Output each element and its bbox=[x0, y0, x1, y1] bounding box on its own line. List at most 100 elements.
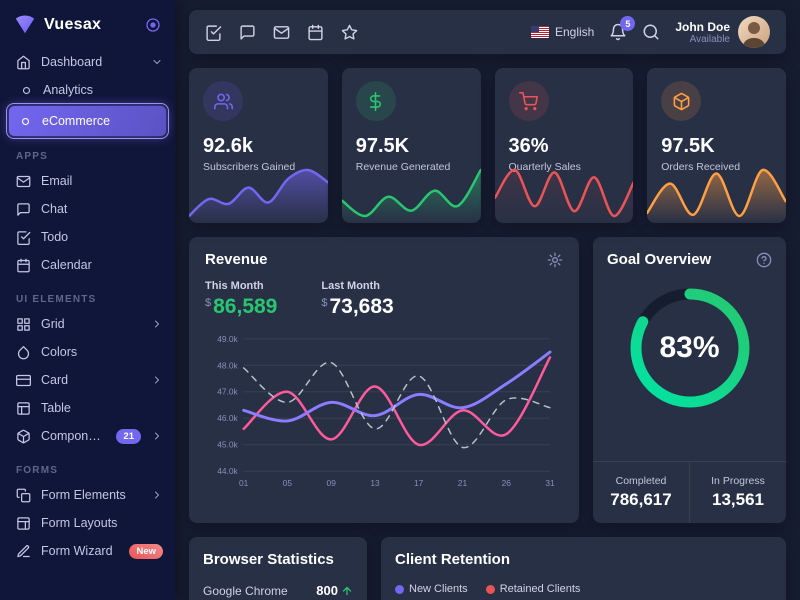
copy-icon bbox=[16, 488, 31, 502]
dollar-icon bbox=[355, 81, 396, 121]
last-month-label: Last Month bbox=[321, 280, 381, 292]
goal-donut-chart: 83% bbox=[626, 284, 754, 412]
arrow-up-icon bbox=[342, 586, 352, 595]
user-menu[interactable]: John Doe Available bbox=[675, 16, 770, 48]
sidebar-item-chat[interactable]: Chat bbox=[0, 195, 175, 223]
client-retention-title: Client Retention bbox=[395, 551, 510, 568]
sidebar-item-calendar[interactable]: Calendar bbox=[0, 251, 175, 279]
revenue-amounts: This Month $86,589 Last Month $73,683 bbox=[205, 280, 563, 319]
svg-text:05: 05 bbox=[283, 478, 293, 488]
legend-dot bbox=[485, 584, 495, 594]
chevron-right-icon bbox=[155, 491, 159, 499]
stat-value: 92.6k bbox=[203, 135, 254, 157]
last-month-value: 73,683 bbox=[329, 295, 394, 318]
chevron-right-icon bbox=[155, 432, 159, 440]
sidebar-item-ecommerce[interactable]: eCommerce bbox=[6, 103, 169, 139]
client-retention-card: Client Retention New Clients Retained Cl… bbox=[381, 537, 786, 600]
bottom-row: Browser Statistics Google Chrome 800 Cli… bbox=[189, 537, 786, 600]
check-square-icon[interactable] bbox=[205, 24, 222, 41]
settings-gear-icon[interactable] bbox=[547, 252, 563, 268]
new-badge: New bbox=[129, 543, 163, 559]
sidebar-item-label: Components bbox=[41, 429, 107, 443]
package-icon bbox=[661, 81, 702, 121]
legend-new-clients: New Clients bbox=[395, 583, 468, 595]
this-month-value: 86,589 bbox=[213, 295, 278, 318]
sidebar-section-apps: APPS bbox=[16, 151, 49, 162]
mail-icon[interactable] bbox=[273, 24, 290, 41]
sidebar-item-form-elements[interactable]: Form Elements bbox=[0, 481, 175, 509]
sidebar-item-components[interactable]: Components 21 bbox=[0, 422, 175, 450]
us-flag-icon bbox=[530, 26, 549, 38]
goal-progress-ring bbox=[630, 288, 749, 408]
chat-icon[interactable] bbox=[239, 24, 256, 41]
home-icon bbox=[17, 55, 30, 69]
sidebar-item-card[interactable]: Card bbox=[0, 366, 175, 394]
sidebar-item-form-layouts[interactable]: Form Layouts bbox=[0, 509, 175, 537]
language-selector[interactable]: English bbox=[530, 25, 594, 39]
chat-icon bbox=[17, 202, 30, 216]
goal-percent: 83% bbox=[659, 331, 720, 364]
sidebar-nav: Dashboard Analytics eCommerce APPS Email… bbox=[0, 44, 175, 565]
stat-card-revenue[interactable]: 97.5K Revenue Generated bbox=[341, 68, 481, 223]
goal-footer: Completed 786,617 In Progress 13,561 bbox=[593, 461, 786, 523]
calendar-icon[interactable] bbox=[307, 24, 324, 41]
goal-in-progress-cell: In Progress 13,561 bbox=[689, 462, 786, 523]
edit-icon bbox=[17, 544, 30, 557]
svg-text:21: 21 bbox=[458, 478, 468, 488]
goal-overview-card: Goal Overview 83% Completed 786,617 In P… bbox=[593, 237, 786, 523]
legend-dot bbox=[395, 584, 404, 594]
browser-row: Google Chrome 800 bbox=[203, 583, 353, 598]
sidebar-section-forms: FORMS bbox=[16, 465, 59, 476]
chevron-right-icon bbox=[155, 376, 159, 384]
notifications-button[interactable]: 5 bbox=[609, 16, 636, 41]
revenue-title: Revenue bbox=[205, 251, 268, 268]
sidebar-item-label: Form Elements bbox=[41, 488, 126, 502]
browser-value: 800 bbox=[316, 583, 338, 598]
sidebar-item-analytics[interactable]: Analytics bbox=[0, 76, 175, 104]
orders-sparkline-chart bbox=[647, 168, 786, 223]
grid-icon bbox=[17, 317, 30, 331]
help-circle-icon[interactable] bbox=[756, 252, 772, 268]
stats-row: 92.6k Subscribers Gained 97.5K Revenue G… bbox=[189, 68, 786, 223]
avatar-silhouette-icon bbox=[742, 22, 766, 48]
notification-count-badge: 5 bbox=[620, 16, 636, 31]
sidebar-item-label: Chat bbox=[41, 202, 68, 216]
sidebar-item-dashboard[interactable]: Dashboard bbox=[0, 48, 175, 76]
search-icon[interactable] bbox=[642, 23, 660, 41]
stat-label: Revenue Generated bbox=[355, 161, 451, 173]
sidebar-item-table[interactable]: Table bbox=[0, 394, 175, 422]
currency-symbol: $ bbox=[321, 297, 328, 309]
table-icon bbox=[17, 401, 30, 415]
sidebar-collapse-toggle-icon[interactable] bbox=[145, 17, 161, 33]
brand: Vuesax bbox=[0, 0, 175, 44]
sidebar-item-colors[interactable]: Colors bbox=[0, 338, 175, 366]
stat-card-quarterly-sales[interactable]: 36% Quarterly Sales bbox=[494, 68, 634, 223]
completed-value: 786,617 bbox=[610, 490, 672, 509]
svg-text:09: 09 bbox=[327, 478, 337, 488]
sidebar-section-ui-elements: UI ELEMENTS bbox=[16, 294, 97, 305]
brand-name: Vuesax bbox=[44, 16, 102, 33]
stat-card-subscribers[interactable]: 92.6k Subscribers Gained bbox=[189, 68, 328, 223]
star-icon[interactable] bbox=[341, 24, 358, 41]
mid-row: Revenue This Month $86,589 Last Month $7… bbox=[189, 237, 786, 523]
stat-label: Subscribers Gained bbox=[203, 161, 296, 173]
navbar-quick-links bbox=[205, 24, 358, 41]
sidebar-item-grid[interactable]: Grid bbox=[0, 310, 175, 338]
circle-bullet-icon bbox=[22, 86, 31, 94]
sidebar-item-form-wizard[interactable]: Form Wizard New bbox=[0, 537, 175, 565]
avatar bbox=[738, 16, 770, 48]
sidebar-item-email[interactable]: Email bbox=[0, 167, 175, 195]
sidebar-item-todo[interactable]: Todo bbox=[0, 223, 175, 251]
browser-statistics-title: Browser Statistics bbox=[203, 551, 334, 568]
mail-icon bbox=[16, 175, 31, 187]
main-content: English 5 John Doe Available bbox=[175, 0, 800, 600]
svg-text:45.0k: 45.0k bbox=[217, 440, 238, 450]
goal-completed-cell: Completed 786,617 bbox=[593, 462, 689, 523]
currency-symbol: $ bbox=[205, 297, 212, 309]
stat-card-orders[interactable]: 97.5K Orders Received bbox=[647, 68, 786, 223]
stat-value: 97.5K bbox=[661, 135, 715, 157]
browser-name: Google Chrome bbox=[203, 583, 288, 598]
svg-text:46.0k: 46.0k bbox=[217, 413, 238, 423]
sidebar-item-label: Form Layouts bbox=[41, 516, 118, 530]
chevron-right-icon bbox=[155, 320, 159, 328]
